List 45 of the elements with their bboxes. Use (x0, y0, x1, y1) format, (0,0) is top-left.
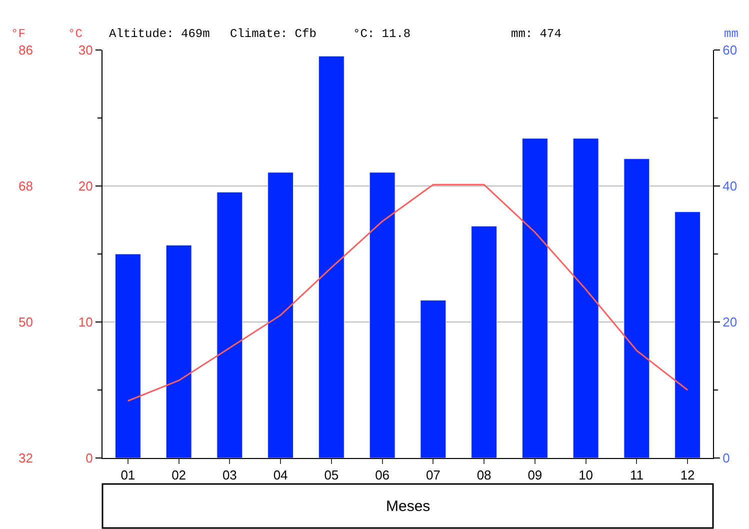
bar (216, 192, 243, 458)
x-tick-label: 06 (375, 468, 390, 483)
text: °C: 11.8 (353, 27, 411, 41)
x-tick-label: 04 (273, 468, 288, 483)
bar (318, 56, 344, 458)
y2-tick-label: 40 (722, 178, 738, 194)
y-axis-title: °C (68, 27, 82, 41)
x-tick-label: 10 (578, 468, 594, 483)
y-tick-label: 20 (78, 178, 93, 194)
y3-tick-label: 32 (18, 450, 33, 466)
bar (420, 300, 446, 458)
text: Climate: Cfb (230, 27, 316, 41)
y3-tick-label: 68 (18, 178, 33, 194)
y-tick-label: 30 (78, 42, 93, 58)
y-tick-label: 10 (78, 314, 93, 330)
x-tick-label: 11 (630, 468, 644, 483)
text: mm: 474 (511, 27, 562, 41)
y3-tick-label: 50 (18, 314, 33, 330)
line-series (127, 184, 688, 402)
x-axis-title: Meses (386, 498, 430, 515)
bar (114, 254, 141, 458)
bar (166, 244, 192, 458)
x-tick-label: 03 (222, 468, 237, 483)
x-tick-label: 05 (324, 468, 339, 483)
x-tick-label: 12 (680, 468, 695, 483)
x-tick-label: 02 (172, 468, 186, 483)
y3-axis-title: °F (11, 27, 26, 41)
y-tick-label: 0 (86, 450, 93, 466)
y3-tick-label: 86 (18, 42, 33, 58)
bar (674, 212, 701, 458)
x-tick-label: 07 (426, 468, 440, 483)
x-tick-label: 01 (120, 468, 136, 483)
y2-tick-label: 60 (722, 42, 738, 58)
bar (369, 172, 396, 458)
bar (268, 172, 294, 458)
y2-tick-label: 20 (722, 314, 738, 330)
x-tick-label: 08 (476, 468, 492, 483)
x-tick-label: 09 (528, 468, 542, 483)
bar (471, 226, 498, 458)
text: Altitude: 469m (109, 27, 210, 41)
bar (522, 138, 548, 458)
y2-axis-title: mm (724, 27, 738, 41)
bar (572, 138, 599, 458)
y2-tick-label: 0 (722, 450, 730, 466)
bar (624, 158, 650, 458)
